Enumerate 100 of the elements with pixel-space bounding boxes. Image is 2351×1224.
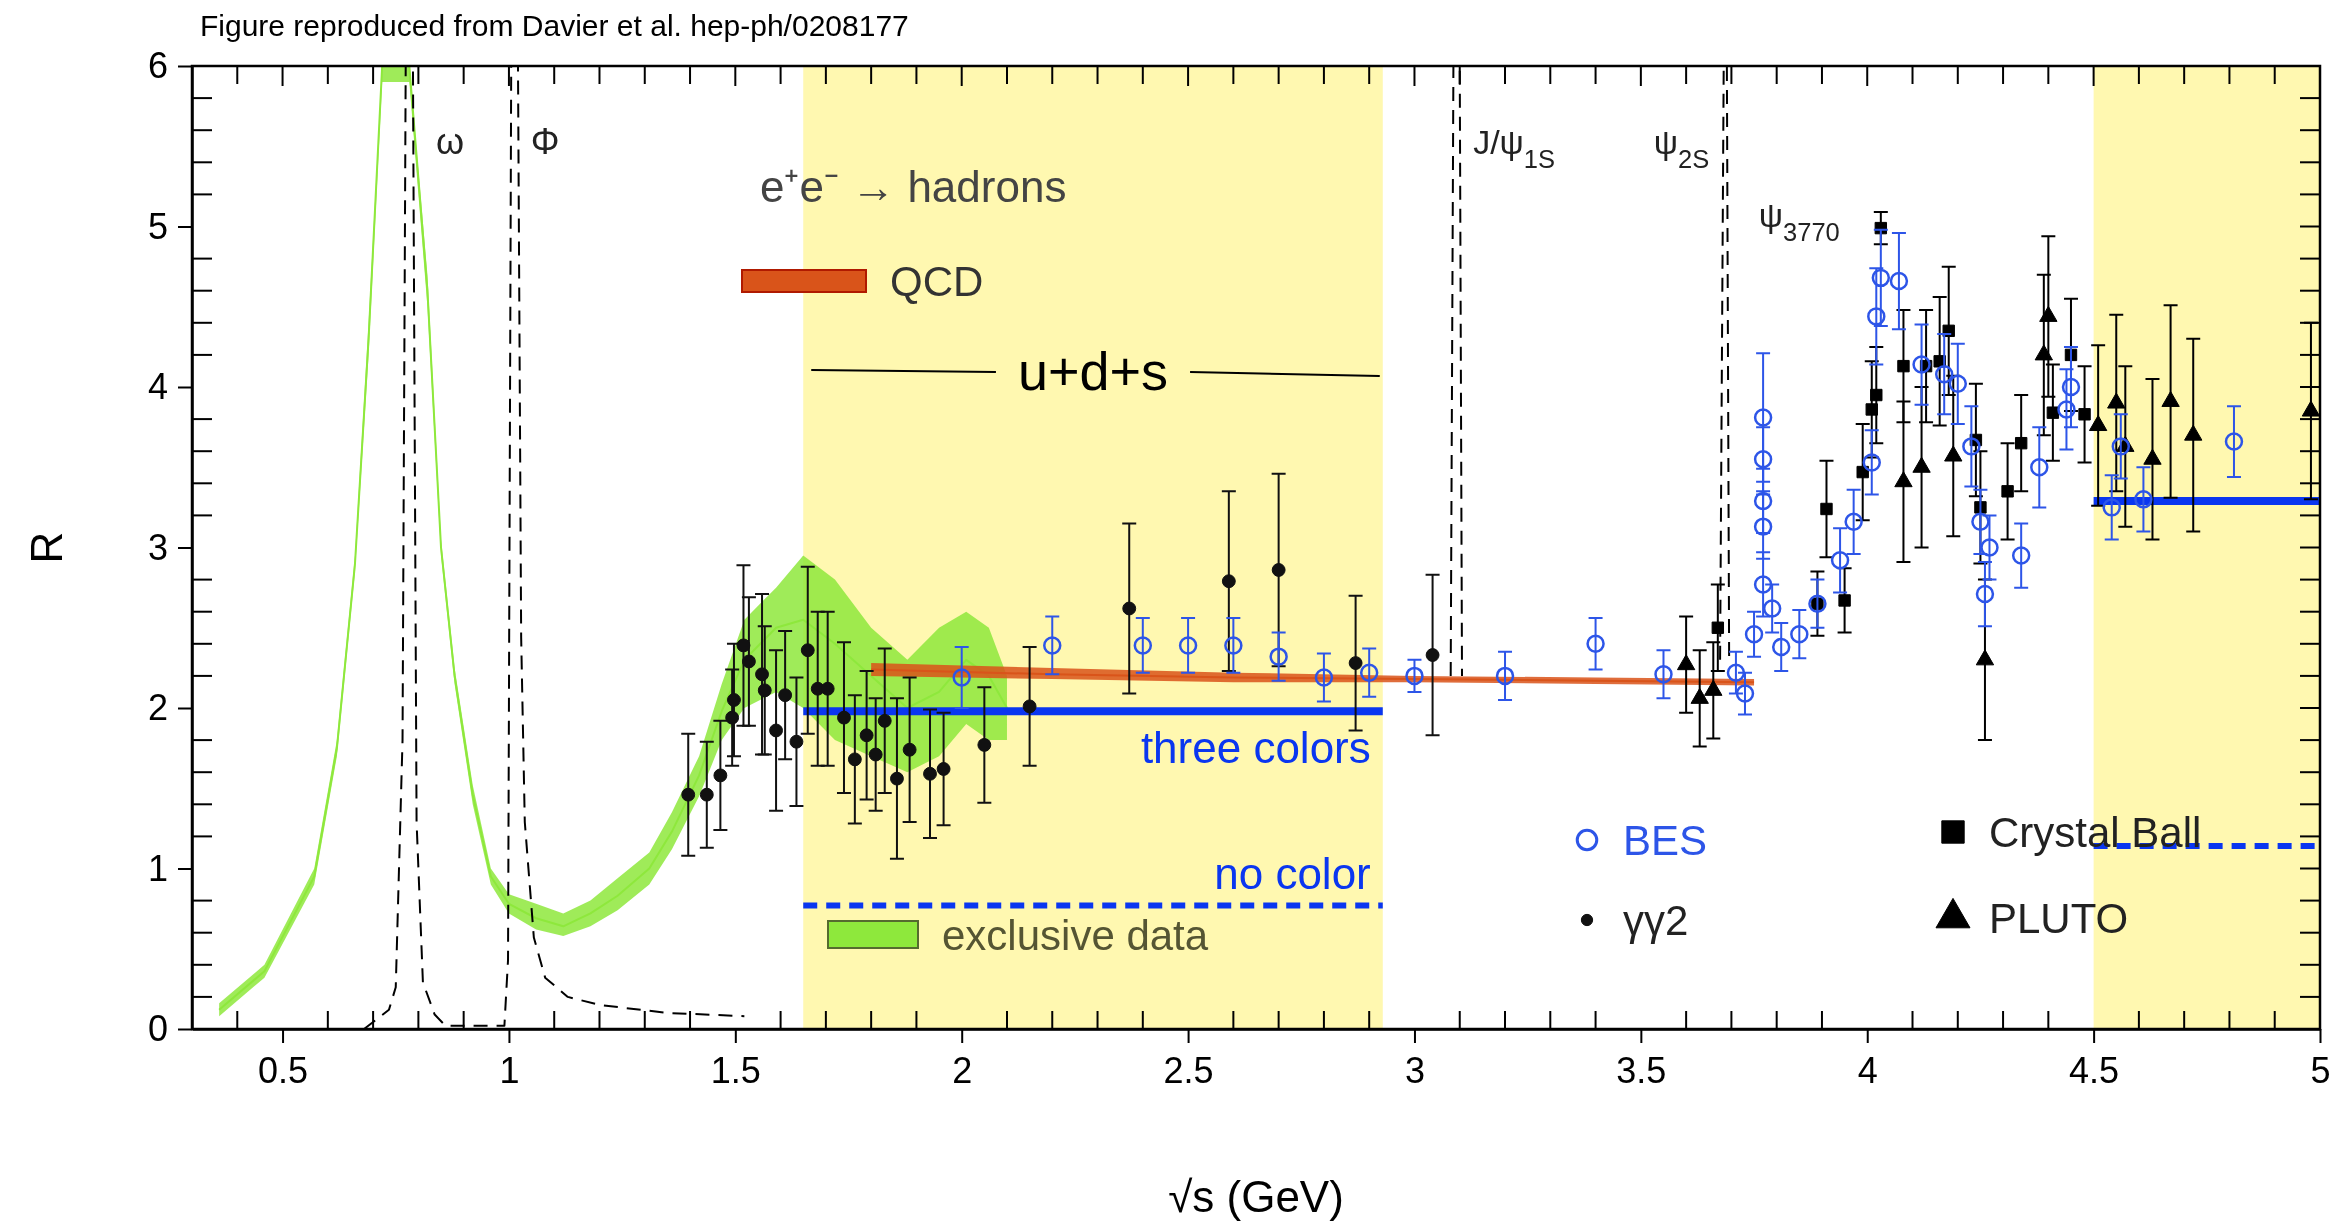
point bbox=[757, 683, 772, 698]
text: Figure reproduced from Davier et al. hep-ph/0208177 bbox=[200, 9, 909, 42]
point bbox=[1178, 636, 1198, 655]
point bbox=[727, 693, 741, 707]
point bbox=[1771, 637, 1791, 657]
point bbox=[769, 723, 783, 738]
point bbox=[800, 643, 815, 658]
point bbox=[952, 668, 971, 687]
series-label: no color bbox=[1214, 849, 1371, 899]
point bbox=[1897, 359, 1910, 373]
annotation: u+d+s bbox=[1017, 341, 1169, 401]
point bbox=[1871, 268, 1891, 288]
y-axis-title: R bbox=[22, 531, 71, 564]
annotation: ψ$_{2S}$ bbox=[1653, 123, 1710, 174]
point bbox=[1870, 388, 1883, 402]
point bbox=[936, 762, 951, 776]
point bbox=[902, 742, 917, 757]
point bbox=[1975, 584, 1995, 604]
point bbox=[1830, 551, 1850, 570]
point bbox=[1948, 374, 1968, 393]
point bbox=[1122, 601, 1137, 616]
annotation: Φ bbox=[530, 121, 560, 163]
point bbox=[2111, 437, 2131, 456]
legend-label: BES bbox=[1623, 817, 1708, 864]
point bbox=[1359, 663, 1379, 682]
annotation: ω bbox=[436, 121, 465, 163]
y-tick-label: 4 bbox=[147, 366, 168, 408]
point bbox=[2011, 546, 2031, 565]
point bbox=[923, 766, 937, 781]
point bbox=[1022, 699, 1037, 714]
x-tick-label: 0.5 bbox=[258, 1049, 309, 1091]
point bbox=[713, 768, 728, 783]
point bbox=[890, 771, 904, 786]
point bbox=[847, 752, 862, 767]
point bbox=[755, 667, 769, 682]
x-tick-label: 1.5 bbox=[710, 1049, 761, 1091]
point bbox=[1735, 684, 1755, 703]
point bbox=[2102, 498, 2121, 517]
annotation: J/ψ$_{1S}$ bbox=[1473, 123, 1556, 174]
point bbox=[1971, 512, 1990, 532]
x-tick-label: 4.5 bbox=[2069, 1049, 2120, 1091]
point bbox=[778, 688, 793, 703]
point bbox=[1753, 408, 1773, 427]
point bbox=[725, 710, 740, 725]
point bbox=[1133, 636, 1153, 655]
point bbox=[837, 710, 851, 725]
point bbox=[1425, 648, 1440, 662]
point bbox=[1726, 663, 1746, 682]
point bbox=[2057, 400, 2076, 419]
point bbox=[1753, 517, 1773, 536]
point bbox=[859, 728, 874, 743]
y-tick-label: 1 bbox=[147, 847, 168, 889]
x-tick-label: 3 bbox=[1404, 1049, 1425, 1091]
point bbox=[789, 734, 804, 749]
point bbox=[681, 787, 696, 802]
x-axis-title: √s (GeV) bbox=[1168, 1172, 1344, 1221]
point bbox=[1762, 599, 1782, 618]
legend-label: PLUTO bbox=[1989, 895, 2129, 942]
point bbox=[2134, 490, 2153, 509]
x-tick-label: 5 bbox=[2310, 1049, 2331, 1091]
x-tick-label: 1 bbox=[499, 1049, 520, 1091]
point bbox=[1862, 453, 1881, 472]
point bbox=[1753, 491, 1773, 511]
point bbox=[1744, 624, 1764, 644]
point bbox=[2030, 458, 2049, 477]
point bbox=[1753, 450, 1773, 469]
y-tick-label: 5 bbox=[147, 205, 168, 247]
point bbox=[1867, 307, 1886, 326]
point bbox=[1221, 574, 1236, 589]
point bbox=[1043, 636, 1062, 655]
point bbox=[1586, 634, 1605, 654]
point bbox=[1962, 437, 1981, 456]
point bbox=[2224, 432, 2244, 451]
point bbox=[1844, 512, 1863, 532]
point bbox=[1711, 621, 1725, 634]
point bbox=[1224, 636, 1243, 655]
point bbox=[1790, 624, 1809, 644]
point bbox=[1495, 666, 1515, 686]
point bbox=[1820, 502, 1833, 516]
point bbox=[868, 747, 883, 762]
point bbox=[877, 713, 892, 728]
legend-label: exclusive data bbox=[942, 911, 1209, 959]
x-tick-label: 2 bbox=[952, 1049, 973, 1091]
annotation: e⁺e⁻ → hadrons bbox=[760, 162, 1067, 211]
point bbox=[1934, 364, 1954, 384]
point bbox=[1889, 271, 1909, 291]
y-tick-label: 3 bbox=[147, 526, 168, 568]
point bbox=[1269, 647, 1288, 666]
point bbox=[736, 638, 751, 653]
legend-label: QCD bbox=[890, 258, 984, 305]
point bbox=[1838, 594, 1851, 607]
point bbox=[1980, 538, 1999, 557]
point bbox=[1271, 563, 1286, 577]
x-tick-label: 4 bbox=[1857, 1049, 1878, 1091]
point bbox=[1314, 668, 1334, 687]
y-tick-label: 0 bbox=[147, 1008, 168, 1050]
point bbox=[2001, 485, 2014, 498]
point bbox=[1912, 355, 1931, 374]
y-tick-label: 2 bbox=[147, 687, 168, 729]
point bbox=[977, 737, 992, 752]
